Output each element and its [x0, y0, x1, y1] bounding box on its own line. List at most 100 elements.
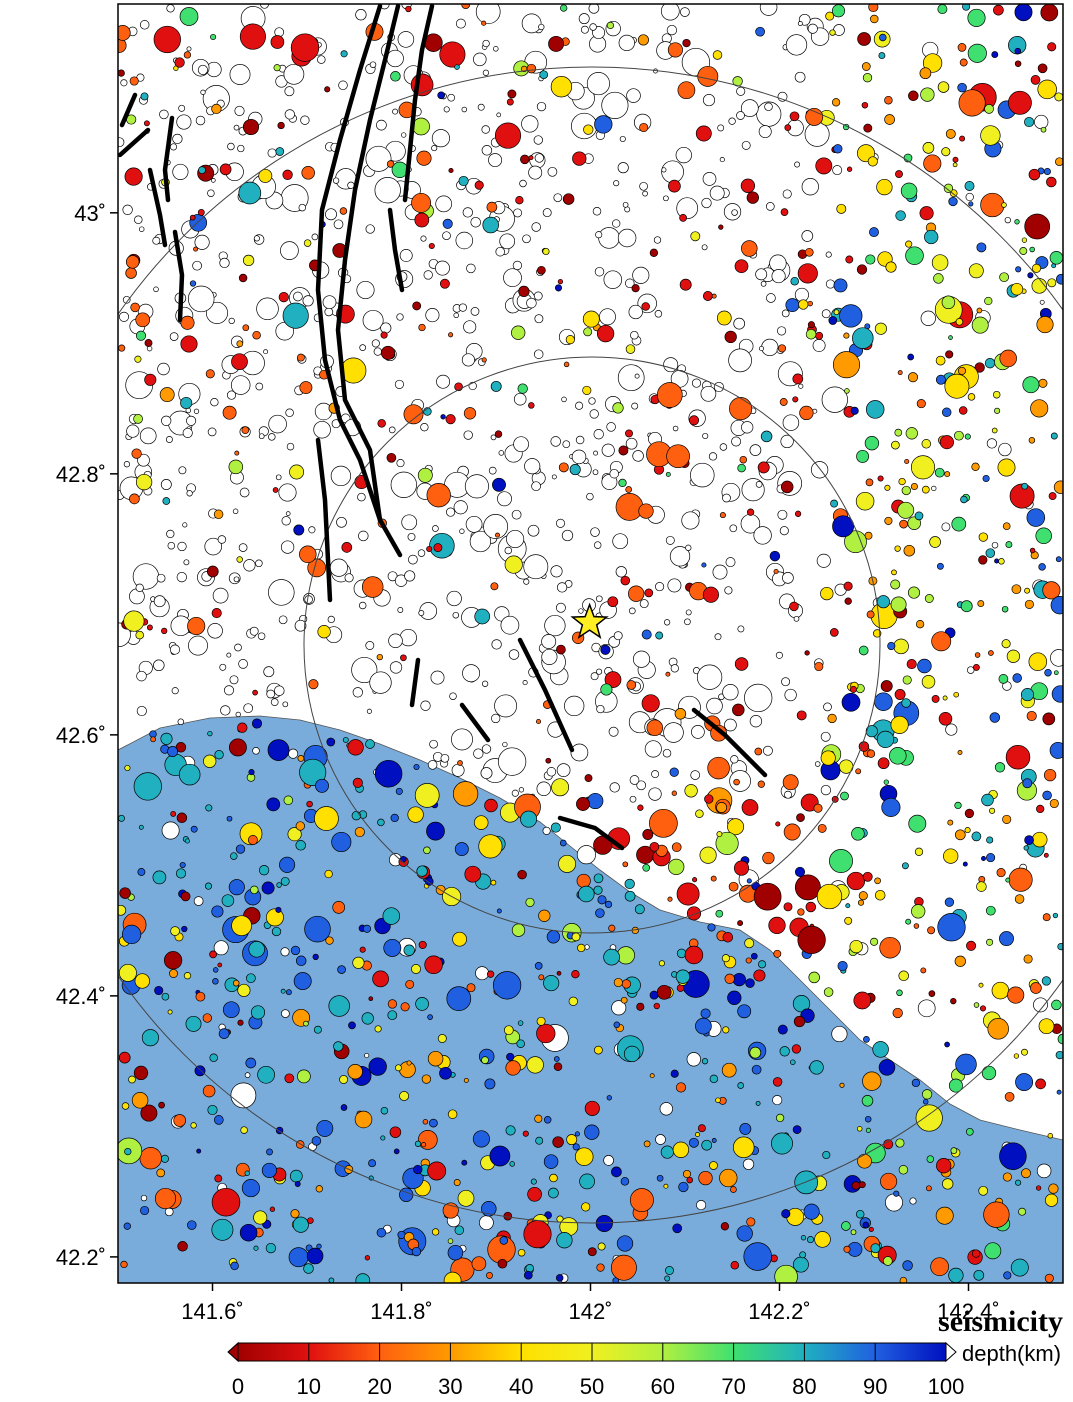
quake-marker: [261, 881, 275, 895]
quake-marker: [475, 966, 490, 981]
quake-marker: [626, 680, 637, 690]
quake-marker: [121, 924, 142, 945]
quake-marker: [722, 493, 731, 503]
quake-marker: [437, 91, 446, 100]
quake-marker: [454, 842, 469, 857]
quake-marker: [394, 1064, 402, 1072]
quake-marker: [303, 1020, 309, 1027]
quake-marker: [173, 1114, 187, 1127]
quake-marker: [676, 197, 699, 220]
quake-marker: [743, 1242, 772, 1271]
quake-marker: [615, 493, 644, 521]
quake-marker: [716, 831, 723, 838]
quake-marker: [858, 645, 869, 656]
quake-marker: [275, 906, 282, 913]
quake-marker: [620, 1177, 630, 1186]
quake-marker: [1036, 804, 1045, 814]
quake-marker: [420, 423, 429, 432]
distance-circles: [118, 66, 1063, 1224]
quake-marker: [513, 392, 527, 406]
quake-marker: [833, 144, 843, 154]
quake-marker: [625, 278, 635, 289]
quake-marker: [431, 145, 438, 152]
quake-marker: [832, 515, 855, 538]
quake-marker: [867, 156, 878, 167]
quake-marker: [733, 860, 750, 876]
quake-marker: [830, 499, 839, 508]
quake-marker: [455, 18, 466, 29]
quake-marker: [663, 1183, 669, 1189]
quake-marker: [156, 573, 166, 583]
quake-marker: [732, 703, 745, 717]
quake-marker: [674, 708, 687, 720]
quake-marker: [841, 1221, 851, 1231]
quake-marker: [644, 740, 662, 758]
quake-marker: [737, 1082, 745, 1089]
quake-marker: [189, 280, 197, 287]
quake-marker: [667, 578, 682, 593]
quake-marker: [1041, 976, 1052, 986]
quake-marker: [447, 1238, 454, 1244]
quake-marker: [603, 270, 623, 289]
quake-marker: [394, 379, 404, 389]
quake-marker: [284, 1073, 295, 1084]
quake-marker: [443, 106, 450, 113]
quake-marker: [583, 327, 593, 337]
quake-marker: [971, 316, 989, 334]
quake-marker: [732, 972, 746, 987]
quake-marker: [587, 1247, 597, 1257]
quake-marker: [461, 106, 468, 113]
quake-marker: [418, 610, 425, 616]
quake-marker: [478, 834, 503, 859]
quake-marker: [628, 304, 643, 320]
quake-marker: [924, 229, 939, 245]
quake-marker: [153, 25, 181, 54]
quake-marker: [905, 427, 918, 440]
quake-marker: [304, 595, 313, 604]
quake-marker: [183, 51, 192, 59]
quake-marker: [994, 762, 1006, 773]
quake-marker: [732, 76, 743, 87]
quake-marker: [789, 111, 800, 122]
quake-marker: [895, 170, 903, 179]
quake-marker: [798, 383, 804, 389]
quake-marker: [520, 154, 530, 165]
quake-marker: [536, 1016, 546, 1026]
quake-marker: [675, 146, 692, 164]
quake-marker: [550, 436, 561, 447]
quake-marker: [538, 909, 551, 922]
quake-marker: [864, 436, 880, 451]
quake-marker: [293, 524, 305, 536]
quake-marker: [589, 409, 599, 419]
quake-marker: [425, 308, 440, 323]
quake-marker: [665, 535, 675, 545]
quake-marker: [517, 1020, 524, 1026]
quake-marker: [740, 178, 756, 193]
quake-marker: [730, 1261, 740, 1270]
quake-marker: [380, 331, 388, 339]
quake-marker: [204, 537, 222, 556]
quake-marker: [121, 1102, 130, 1110]
quake-marker: [948, 1078, 963, 1093]
quake-marker: [881, 797, 901, 817]
quake-marker: [351, 656, 378, 684]
quake-marker: [182, 522, 188, 528]
quake-marker: [987, 1018, 1009, 1040]
quake-marker: [576, 797, 590, 811]
quake-marker: [329, 558, 348, 577]
quake-marker: [901, 485, 911, 496]
quake-marker: [1051, 999, 1062, 1011]
quake-marker: [820, 784, 832, 796]
quake-marker: [481, 1201, 497, 1217]
colorbar-tick-label: 50: [580, 1374, 604, 1399]
quake-marker: [221, 894, 235, 907]
quake-marker: [405, 5, 412, 13]
quake-marker: [523, 1220, 552, 1249]
quake-marker: [780, 434, 794, 449]
quake-marker: [1036, 316, 1054, 334]
quake-marker: [222, 405, 237, 420]
quake-marker: [135, 583, 144, 592]
quake-marker: [617, 364, 645, 392]
quake-marker: [1009, 483, 1035, 509]
quake-marker: [376, 1227, 387, 1238]
